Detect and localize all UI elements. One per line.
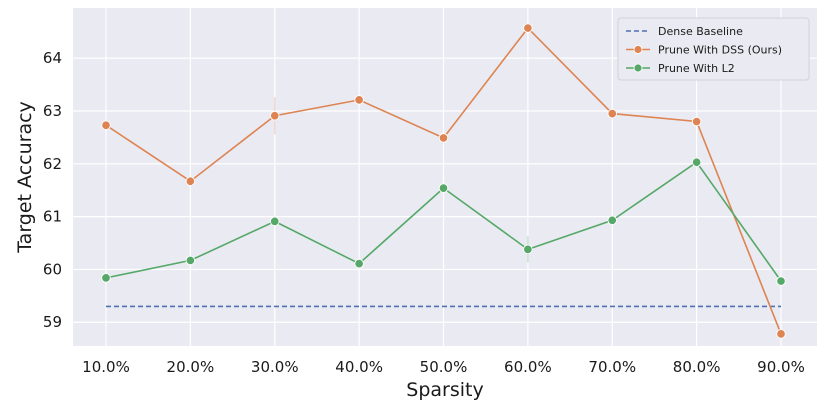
legend-label: Prune With DSS (Ours) — [658, 44, 782, 57]
x-tick-label: 90.0% — [757, 358, 805, 376]
series-markers — [101, 23, 786, 339]
x-tick-label: 20.0% — [167, 358, 215, 376]
x-tick-label: 80.0% — [673, 358, 721, 376]
legend-marker — [633, 45, 643, 54]
y-axis-label: Target Accuracy — [14, 101, 36, 254]
y-tick-label: 60 — [43, 260, 62, 278]
data-point — [776, 329, 786, 339]
data-point — [438, 183, 449, 193]
data-point — [354, 95, 364, 105]
legend: Dense Baseline Prune With DSS (Ours) Prune… — [617, 17, 810, 81]
x-tick-label: 50.0% — [420, 358, 468, 376]
data-point — [185, 176, 196, 186]
data-point — [607, 108, 618, 119]
x-tick-label: 30.0% — [251, 358, 299, 376]
data-point — [523, 244, 533, 255]
y-tick-label: 61 — [43, 208, 62, 226]
data-point — [270, 110, 280, 121]
data-point — [776, 276, 786, 286]
x-tick-label: 10.0% — [82, 358, 130, 376]
legend-box — [617, 17, 810, 81]
legend-marker — [633, 63, 643, 73]
x-tick-label: 40.0% — [335, 358, 383, 376]
y-tick-label: 63 — [43, 102, 62, 120]
legend-label: Prune With L2 — [658, 62, 735, 75]
y-tick-label: 59 — [43, 313, 62, 331]
data-point — [438, 133, 449, 143]
data-point — [607, 215, 618, 226]
data-point — [691, 157, 702, 167]
legend-label: Dense Baseline — [658, 25, 743, 38]
x-axis-label: Sparsity — [406, 379, 483, 401]
data-point — [354, 258, 364, 269]
y-tick-label: 64 — [43, 49, 62, 67]
x-tick-label: 60.0% — [504, 358, 552, 376]
x-tick-labels: 10.0% 20.0% 30.0% 40.0% 50.0% 60.0% 70.0% 80.0%… — [82, 358, 805, 376]
y-tick-labels: 59 60 61 62 63 64 — [43, 49, 62, 331]
data-point — [101, 120, 111, 130]
data-point — [185, 255, 196, 266]
data-point — [691, 116, 702, 127]
y-tick-label: 62 — [43, 155, 62, 173]
x-tick-label: 70.0% — [588, 358, 636, 376]
data-point — [101, 273, 111, 283]
data-point — [523, 23, 533, 33]
data-point — [270, 216, 280, 227]
